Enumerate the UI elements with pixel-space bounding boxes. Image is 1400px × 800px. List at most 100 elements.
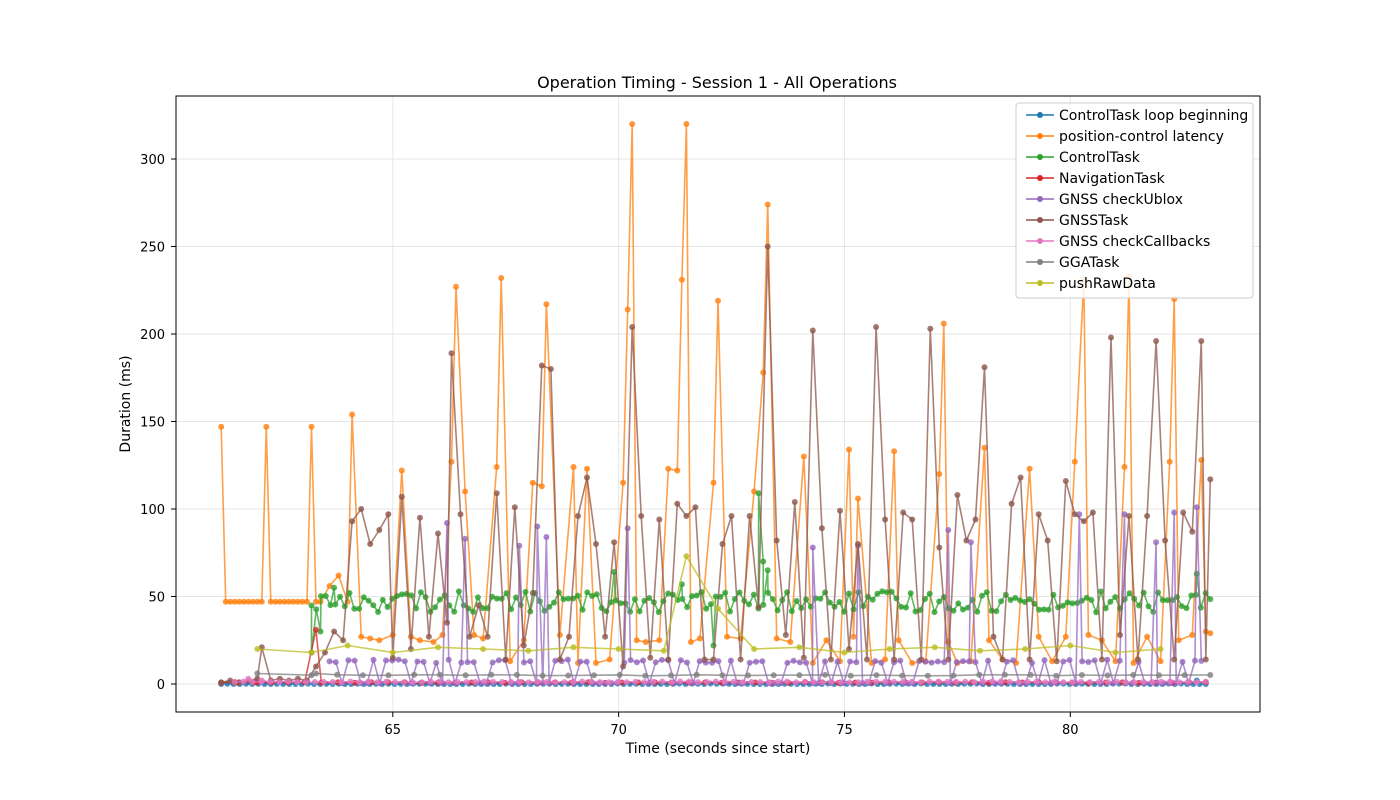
data-point [953,678,960,685]
legend[interactable]: ControlTask loop beginning position-contr… [1015,102,1254,299]
legend-item[interactable]: GNSS checkUblox [1026,192,1183,208]
data-point [1108,334,1114,341]
data-point [796,644,803,651]
data-point [746,659,753,666]
data-point [954,492,961,498]
data-point [632,678,639,685]
data-point [931,609,938,616]
data-point [453,283,459,290]
data-point [556,656,563,663]
legend-item[interactable]: ControlTask loop beginning [1026,108,1248,124]
data-point [827,656,834,663]
data-point [855,541,861,547]
data-point [480,635,487,642]
data-point [759,658,766,665]
legend-item[interactable]: position-control latency [1026,129,1224,145]
data-point [398,493,405,500]
data-point [1078,672,1085,678]
plot-frame [175,95,1261,713]
data-point [326,658,333,665]
data-point [750,591,757,598]
data-point [1188,592,1195,599]
data-point [358,506,365,512]
data-point [782,632,789,638]
data-point [322,649,328,656]
data-point [1121,464,1128,470]
y-tick-label: 50 [148,591,165,606]
data-point [660,647,667,654]
legend-item[interactable]: GNSSTask [1026,213,1129,229]
legend-marker [1037,112,1043,118]
data-point [1136,602,1142,609]
data-point [891,656,898,663]
data-point [267,598,274,605]
data-point [708,601,714,608]
data-point [565,672,572,679]
series-gnsstask [218,243,1214,686]
data-point [1026,465,1033,472]
data-point [847,658,854,665]
data-point [1071,511,1078,518]
series-gnss-checkublox [326,504,1205,687]
data-point [846,446,852,453]
legend-item[interactable]: NavigationTask [1026,171,1166,187]
data-point [507,658,514,665]
data-point [934,658,941,665]
data-point [1117,632,1123,638]
data-point [753,658,759,665]
data-point [285,598,292,605]
x-tick-label: 80 [1062,723,1079,738]
data-point [417,589,424,596]
data-point [588,678,595,685]
legend-item[interactable]: GGATask [1026,255,1120,271]
data-point [445,656,452,663]
data-point [458,659,465,666]
data-point [570,678,577,685]
data-point [1035,633,1042,640]
data-point [313,626,319,633]
data-point [981,364,988,371]
legend-label: ControlTask [1059,150,1141,166]
data-point [583,658,590,665]
data-point [1012,594,1019,601]
data-point [979,592,985,599]
data-point [629,121,636,127]
legend-item[interactable]: pushRawData [1026,276,1156,292]
data-point [1202,678,1209,685]
data-point [836,599,843,605]
data-point [710,479,717,486]
legend-marker [1037,154,1043,160]
data-point [818,525,825,532]
data-point [577,658,584,665]
series-pushrawdata [254,553,1164,656]
x-axis-label: Time (seconds since start) [625,741,811,757]
data-point [1007,597,1014,603]
y-tick-label: 250 [140,241,165,256]
data-point [677,657,684,664]
data-point [436,678,443,685]
data-point [960,658,966,665]
data-point [474,594,481,601]
data-point [605,679,612,686]
data-point [828,678,835,685]
chart-title: Operation Timing - Session 1 - All Opera… [537,73,897,92]
data-point [1042,679,1049,686]
series-gnss-checkcallbacks [231,675,1209,686]
data-point [240,598,247,605]
data-point [760,601,767,608]
data-point [389,654,396,661]
legend-box [1015,102,1254,299]
legend-item[interactable]: ControlTask [1026,150,1141,166]
data-point [267,678,274,685]
data-point [231,598,238,605]
data-point [294,679,301,685]
x-tick-label: 75 [836,723,853,738]
data-point [511,504,518,511]
data-point [1159,597,1166,604]
data-point [1040,606,1047,613]
data-point [1033,678,1040,685]
data-point [258,677,265,684]
legend-item[interactable]: GNSS checkCallbacks [1026,234,1210,250]
data-point [764,567,771,574]
data-point [986,637,992,644]
